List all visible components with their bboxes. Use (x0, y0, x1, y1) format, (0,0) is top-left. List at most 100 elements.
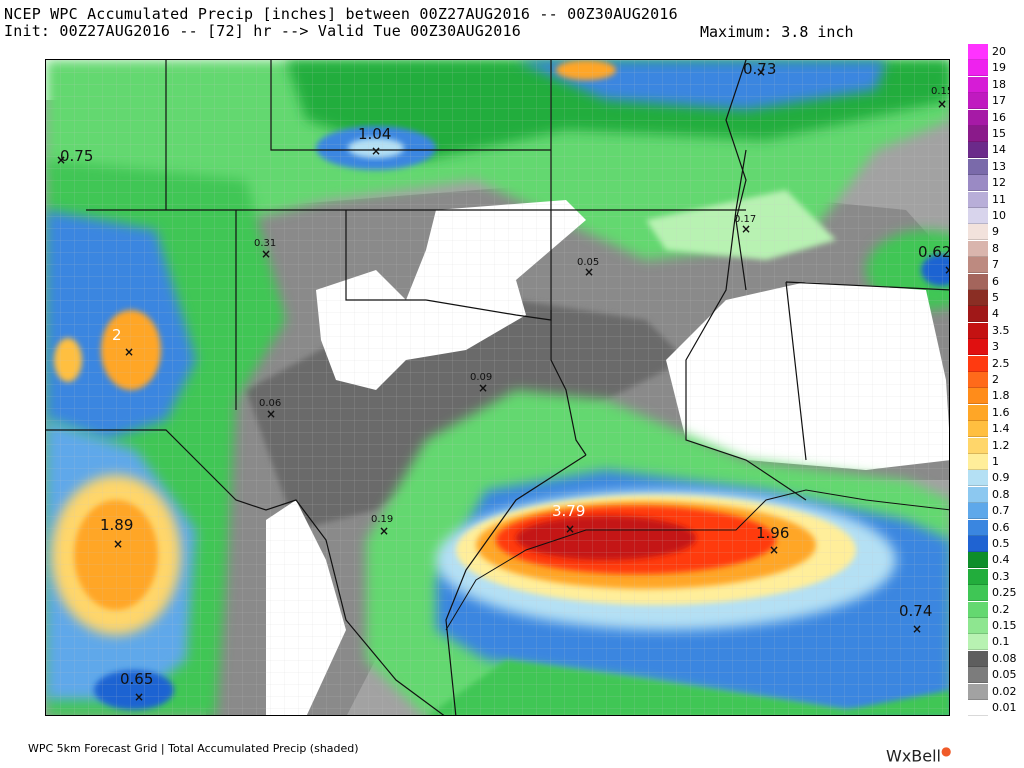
marker-196: 1.96 × (756, 524, 789, 557)
marker-062: 0.62 × (918, 243, 950, 277)
legend-swatch (968, 372, 988, 388)
legend-row: 0.8 (968, 486, 1024, 503)
legend-label: 0.4 (992, 553, 1010, 567)
legend-row: 8 (968, 240, 1024, 257)
legend-swatch (968, 76, 988, 93)
marker-031: 0.31 × (254, 238, 276, 261)
marker-189: 1.89 × (100, 516, 133, 551)
legend-row: 0.02 (968, 683, 1024, 700)
marker-x: × (769, 543, 779, 557)
legend-swatch (968, 634, 988, 651)
marker-005: 0.05 × (577, 257, 599, 279)
footer-caption: WPC 5km Forecast Grid | Total Accumulate… (28, 742, 359, 755)
county-grid (46, 60, 949, 715)
legend-row: 1.8 (968, 388, 1024, 405)
marker-x: × (379, 524, 389, 538)
legend-swatch (968, 470, 988, 487)
legend-swatch (968, 224, 988, 241)
marker-label: 0.31 (254, 238, 276, 249)
legend-label: 1 (992, 455, 999, 468)
legend-row: 20 (968, 44, 1024, 60)
legend-label: 19 (992, 61, 1006, 75)
marker-x: × (56, 153, 66, 167)
legend-row: 19 (968, 60, 1024, 77)
legend-swatch (968, 601, 988, 618)
legend-row: 5 (968, 290, 1024, 306)
legend-label: 0.8 (992, 487, 1010, 501)
legend-swatch (968, 519, 988, 536)
marker-label: 1.96 (756, 524, 789, 542)
legend-swatch (968, 667, 988, 684)
legend-swatch (968, 257, 988, 274)
legend-label: 2.5 (992, 356, 1010, 370)
marker-x: × (266, 407, 276, 421)
marker-x: × (113, 537, 123, 551)
marker-label: 0.05 (577, 257, 599, 268)
legend-swatch (968, 437, 988, 454)
marker-x: × (371, 144, 381, 158)
marker-label: 0.75 (60, 147, 93, 165)
legend-row: 3.5 (968, 322, 1024, 339)
legend-row: 0.5 (968, 536, 1024, 552)
marker-label: 1.04 (358, 125, 391, 143)
legend-swatch (968, 60, 988, 77)
legend-row: 0.4 (968, 552, 1024, 569)
legend-row: 17 (968, 93, 1024, 110)
legend-swatch (968, 700, 988, 716)
marker-label: 0.09 (470, 372, 492, 383)
state-boundaries (46, 60, 949, 715)
marker-104: 1.04 × (358, 125, 391, 158)
marker-label: 0.17 (734, 214, 756, 225)
legend-swatch (968, 585, 988, 602)
marker-2: 2 × (112, 326, 134, 359)
legend-row: 13 (968, 158, 1024, 175)
marker-label: 0.06 (259, 398, 281, 409)
legend-label: 1.4 (992, 422, 1010, 436)
legend-row: 0.9 (968, 470, 1024, 487)
marker-017: 0.17 × (734, 214, 756, 236)
legend-label: 0.5 (992, 537, 1010, 550)
legend-row: 0.6 (968, 519, 1024, 536)
legend-swatch (968, 404, 988, 421)
marker-379: 3.79 × (552, 502, 585, 536)
legend-row: 0.2 (968, 601, 1024, 618)
color-legend: 20 19 18 17 16 15 14 13 12 11 10 9 8 7 6 5 4 3.5 3 2.5 2 1.8 1… (968, 44, 1024, 716)
marker-label: 0.15 (931, 86, 950, 97)
legend-swatch (968, 240, 988, 257)
legend-swatch (968, 322, 988, 339)
legend-label: 2 (992, 373, 999, 386)
legend-row: 14 (968, 142, 1024, 159)
legend-row: 0.15 (968, 618, 1024, 634)
legend-label: 0.08 (992, 651, 1017, 665)
legend-label: 0.25 (992, 586, 1017, 600)
legend-label: 7 (992, 258, 999, 272)
legend-swatch (968, 618, 988, 634)
legend-label: 14 (992, 143, 1006, 157)
legend-label: 6 (992, 274, 999, 288)
marker-label: 3.79 (552, 502, 585, 520)
legend-row: 1 (968, 454, 1024, 470)
legend-row: 16 (968, 109, 1024, 126)
legend-swatch (968, 568, 988, 585)
marker-074: 0.74 × (899, 602, 932, 636)
map-title: NCEP WPC Accumulated Precip [inches] bet… (4, 5, 678, 23)
legend-label: 3.5 (992, 323, 1010, 337)
legend-swatch (968, 208, 988, 224)
legend-swatch (968, 142, 988, 159)
legend-row: 0.7 (968, 503, 1024, 520)
legend-label: 0.7 (992, 504, 1010, 518)
legend-row: 1.2 (968, 437, 1024, 454)
value-markers: 0.75 × 1.04 × 0.73 × 0.15 × 0.17 × 0.62 … (56, 60, 950, 704)
marker-x: × (912, 622, 922, 636)
legend-swatch (968, 109, 988, 126)
legend-row: 12 (968, 175, 1024, 192)
legend-row: 0.01 (968, 700, 1024, 716)
legend-swatch (968, 126, 988, 142)
marker-009: 0.09 × (470, 372, 492, 395)
legend-swatch (968, 44, 988, 60)
marker-x: × (944, 263, 950, 277)
legend-swatch (968, 552, 988, 569)
legend-label: 13 (992, 159, 1006, 173)
marker-x: × (584, 265, 594, 279)
legend-label: 0.15 (992, 619, 1017, 632)
